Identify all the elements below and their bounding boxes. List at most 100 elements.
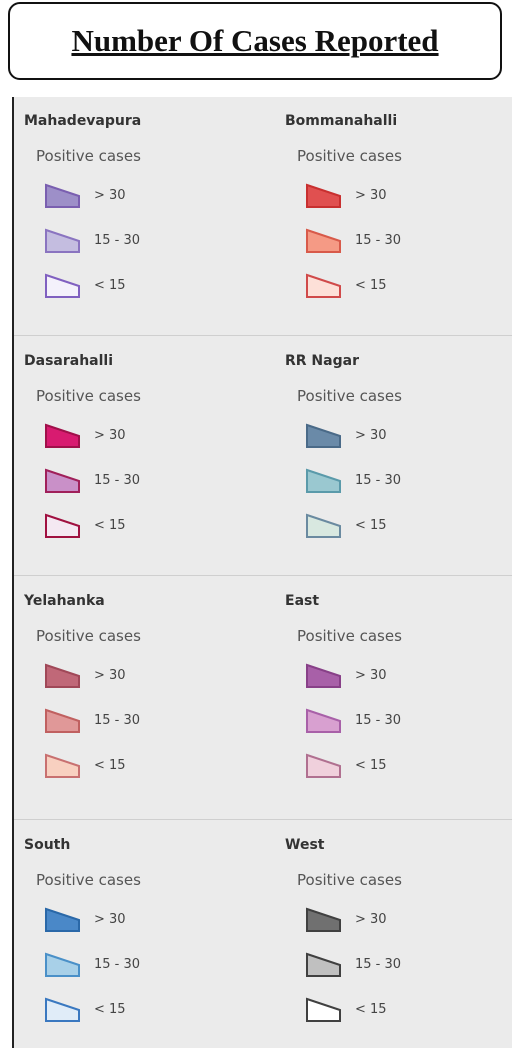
- legend-swatch: [45, 228, 80, 253]
- group-name: Dasarahalli: [24, 353, 114, 369]
- group-subtitle: Positive cases: [297, 147, 402, 165]
- legend-swatch: [306, 997, 341, 1022]
- swatch-shape: [306, 952, 341, 977]
- legend-group: South Positive cases > 30 15 - 30 < 15: [24, 829, 264, 1059]
- legend-panel: Mahadevapura Positive cases > 30 15 - 30 < 1…: [12, 97, 512, 1048]
- legend-label: < 15: [355, 518, 387, 533]
- swatch-shape: [45, 952, 80, 977]
- row-separator: [14, 335, 512, 336]
- swatch-shape: [306, 423, 341, 448]
- legend-group: East Positive cases > 30 15 - 30 < 15: [285, 585, 512, 815]
- legend-swatch: [306, 907, 341, 932]
- swatch-shape: [45, 663, 80, 688]
- legend-label: 15 - 30: [94, 233, 141, 248]
- group-name: Bommanahalli: [285, 113, 398, 129]
- legend-group: Yelahanka Positive cases > 30 15 - 30 < 15: [24, 585, 264, 815]
- legend-swatch: [306, 228, 341, 253]
- legend-swatch: [306, 513, 341, 538]
- legend-swatch: [306, 753, 341, 778]
- legend-label: < 15: [355, 278, 387, 293]
- legend-group: West Positive cases > 30 15 - 30 < 15: [285, 829, 512, 1059]
- group-name: Yelahanka: [24, 593, 105, 609]
- legend-swatch: [306, 273, 341, 298]
- group-subtitle: Positive cases: [36, 387, 141, 405]
- group-name: West: [285, 837, 325, 853]
- legend-label: > 30: [94, 912, 126, 927]
- swatch-shape: [306, 513, 341, 538]
- legend-swatch: [45, 708, 80, 733]
- legend-swatch: [45, 907, 80, 932]
- legend-label: < 15: [355, 1002, 387, 1017]
- title: Number Of Cases Reported: [71, 23, 439, 58]
- swatch-shape: [45, 273, 80, 298]
- group-subtitle: Positive cases: [36, 147, 141, 165]
- swatch-shape: [45, 228, 80, 253]
- legend-label: > 30: [94, 188, 126, 203]
- legend-label: < 15: [355, 758, 387, 773]
- swatch-shape: [45, 907, 80, 932]
- swatch-shape: [306, 907, 341, 932]
- swatch-shape: [306, 273, 341, 298]
- legend-swatch: [306, 663, 341, 688]
- swatch-shape: [45, 183, 80, 208]
- legend-label: < 15: [94, 758, 126, 773]
- legend-swatch: [306, 183, 341, 208]
- group-name: South: [24, 837, 71, 853]
- group-subtitle: Positive cases: [297, 871, 402, 889]
- legend-group: Dasarahalli Positive cases > 30 15 - 30 < 15: [24, 345, 264, 575]
- legend-label: 15 - 30: [94, 713, 141, 728]
- legend-swatch: [45, 513, 80, 538]
- legend-label: 15 - 30: [355, 957, 402, 972]
- swatch-shape: [306, 183, 341, 208]
- legend-label: 15 - 30: [94, 473, 141, 488]
- legend-label: > 30: [94, 428, 126, 443]
- legend-group: RR Nagar Positive cases > 30 15 - 30 < 15: [285, 345, 512, 575]
- legend-label: 15 - 30: [94, 957, 141, 972]
- swatch-shape: [45, 423, 80, 448]
- swatch-shape: [45, 468, 80, 493]
- legend-label: < 15: [94, 278, 126, 293]
- swatch-shape: [306, 753, 341, 778]
- swatch-shape: [45, 753, 80, 778]
- legend-label: > 30: [355, 428, 387, 443]
- legend-swatch: [45, 663, 80, 688]
- swatch-shape: [45, 708, 80, 733]
- legend-label: < 15: [94, 1002, 126, 1017]
- swatch-shape: [306, 228, 341, 253]
- legend-swatch: [45, 183, 80, 208]
- group-name: Mahadevapura: [24, 113, 142, 129]
- legend-label: > 30: [94, 668, 126, 683]
- group-subtitle: Positive cases: [297, 387, 402, 405]
- group-subtitle: Positive cases: [36, 871, 141, 889]
- legend-group: Mahadevapura Positive cases > 30 15 - 30 < 1…: [24, 105, 264, 335]
- legend-label: 15 - 30: [355, 233, 402, 248]
- row-separator: [14, 819, 512, 820]
- swatch-shape: [306, 997, 341, 1022]
- group-name: RR Nagar: [285, 353, 359, 369]
- legend-swatch: [45, 273, 80, 298]
- legend-swatch: [306, 468, 341, 493]
- legend-label: 15 - 30: [355, 473, 402, 488]
- swatch-shape: [306, 468, 341, 493]
- legend-swatch: [45, 753, 80, 778]
- legend-swatch: [45, 997, 80, 1022]
- title-box: Number Of Cases Reported: [8, 2, 502, 80]
- group-subtitle: Positive cases: [36, 627, 141, 645]
- legend-swatch: [45, 952, 80, 977]
- legend-label: > 30: [355, 668, 387, 683]
- group-subtitle: Positive cases: [297, 627, 402, 645]
- legend-label: > 30: [355, 188, 387, 203]
- legend-label: 15 - 30: [355, 713, 402, 728]
- row-separator: [14, 575, 512, 576]
- legend-label: < 15: [94, 518, 126, 533]
- swatch-shape: [306, 708, 341, 733]
- legend-swatch: [306, 708, 341, 733]
- group-name: East: [285, 593, 320, 609]
- legend-swatch: [306, 423, 341, 448]
- legend-label: > 30: [355, 912, 387, 927]
- legend-swatch: [45, 423, 80, 448]
- legend-group: Bommanahalli Positive cases > 30 15 - 30 < 1…: [285, 105, 512, 335]
- legend-swatch: [306, 952, 341, 977]
- swatch-shape: [45, 513, 80, 538]
